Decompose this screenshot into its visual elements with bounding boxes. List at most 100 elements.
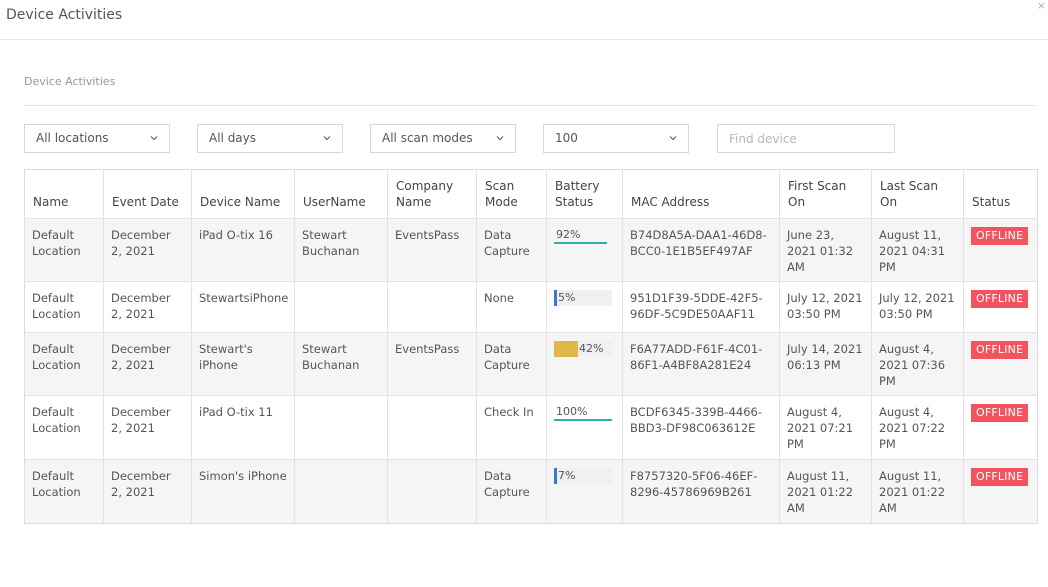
cell-device-name: iPad O-tix 11	[191, 395, 295, 460]
column-header-battery-status[interactable]: Battery Status	[546, 169, 623, 219]
table-header-row: Name Event Date Device Name UserName Com…	[24, 169, 1038, 219]
cell-company-name: EventsPass	[387, 332, 477, 396]
close-icon[interactable]: ×	[1036, 0, 1046, 12]
cell-device-name: Simon's iPhone	[191, 459, 295, 524]
column-header-first-scan-on[interactable]: First Scan On	[779, 169, 872, 219]
cell-last-scan-on: August 11, 2021 04:31 PM	[871, 218, 964, 282]
cell-battery-status: 7%	[546, 459, 623, 524]
cell-name: Default Location	[24, 395, 104, 460]
battery-bar: 100%	[554, 404, 612, 421]
battery-bar: 42%	[554, 341, 612, 357]
page-size-value: 100	[555, 131, 578, 145]
column-header-scan-mode[interactable]: Scan Mode	[476, 169, 547, 219]
cell-company-name: EventsPass	[387, 218, 477, 282]
chevron-down-icon	[669, 136, 677, 141]
device-activities-table: Name Event Date Device Name UserName Com…	[24, 169, 1038, 524]
cell-battery-status: 42%	[546, 332, 623, 396]
table-row[interactable]: Default Location December 2, 2021 Simon's …	[24, 459, 1038, 524]
cell-status: OFFLINE	[963, 281, 1038, 333]
battery-percent: 5%	[558, 291, 576, 304]
table-row[interactable]: Default Location December 2, 2021 iPad O-t…	[24, 218, 1038, 282]
cell-username	[294, 459, 388, 524]
column-header-status[interactable]: Status	[963, 169, 1038, 219]
find-device-input[interactable]	[717, 124, 895, 153]
cell-mac-address: B74D8A5A-DAA1-46D8-BCC0-1E1B5EF497AF	[622, 218, 780, 282]
column-header-company-name[interactable]: Company Name	[387, 169, 477, 219]
days-filter[interactable]: All days	[197, 124, 343, 153]
window-title: Device Activities	[6, 7, 123, 23]
battery-percent: 42%	[579, 342, 604, 355]
battery-percent: 7%	[558, 469, 576, 482]
chevron-down-icon	[496, 136, 504, 141]
cell-company-name	[387, 281, 477, 333]
cell-username	[294, 281, 388, 333]
cell-battery-status: 100%	[546, 395, 623, 460]
battery-bar-fill	[554, 468, 557, 484]
column-header-last-scan-on[interactable]: Last Scan On	[871, 169, 964, 219]
cell-device-name: StewartsiPhone	[191, 281, 295, 333]
column-header-username[interactable]: UserName	[294, 169, 388, 219]
cell-username: Stewart Buchanan	[294, 218, 388, 282]
cell-username: Stewart Buchanan	[294, 332, 388, 396]
section-divider	[24, 105, 1036, 106]
battery-bar-fill	[554, 242, 607, 244]
page-size-select[interactable]: 100	[543, 124, 689, 153]
cell-name: Default Location	[24, 332, 104, 396]
battery-percent: 92%	[556, 228, 581, 241]
cell-status: OFFLINE	[963, 395, 1038, 460]
cell-last-scan-on: July 12, 2021 03:50 PM	[871, 281, 964, 333]
cell-event-date: December 2, 2021	[103, 395, 192, 460]
cell-scan-mode: Check In	[476, 395, 547, 460]
table-row[interactable]: Default Location December 2, 2021 Stewart'…	[24, 332, 1038, 396]
status-badge: OFFLINE	[971, 341, 1029, 359]
cell-event-date: December 2, 2021	[103, 332, 192, 396]
cell-scan-mode: None	[476, 281, 547, 333]
cell-username	[294, 395, 388, 460]
days-filter-value: All days	[209, 131, 257, 145]
cell-event-date: December 2, 2021	[103, 459, 192, 524]
cell-mac-address: 951D1F39-5DDE-42F5-96DF-5C9DE50AAF11	[622, 281, 780, 333]
cell-name: Default Location	[24, 459, 104, 524]
cell-last-scan-on: August 4, 2021 07:36 PM	[871, 332, 964, 396]
column-header-mac-address[interactable]: MAC Address	[622, 169, 780, 219]
battery-bar-fill	[554, 290, 557, 306]
scan-mode-filter[interactable]: All scan modes	[370, 124, 516, 153]
status-badge: OFFLINE	[971, 290, 1029, 308]
cell-name: Default Location	[24, 281, 104, 333]
cell-mac-address: F6A77ADD-F61F-4C01-86F1-A4BF8A281E24	[622, 332, 780, 396]
cell-last-scan-on: August 4, 2021 07:22 PM	[871, 395, 964, 460]
cell-last-scan-on: August 11, 2021 01:22 AM	[871, 459, 964, 524]
cell-scan-mode: Data Capture	[476, 332, 547, 396]
cell-mac-address: BCDF6345-339B-4466-BBD3-DF98C063612E	[622, 395, 780, 460]
cell-event-date: December 2, 2021	[103, 281, 192, 333]
cell-event-date: December 2, 2021	[103, 218, 192, 282]
status-badge: OFFLINE	[971, 227, 1029, 245]
location-filter-value: All locations	[36, 131, 109, 145]
cell-first-scan-on: August 11, 2021 01:22 AM	[779, 459, 872, 524]
battery-bar: 5%	[554, 290, 612, 306]
cell-name: Default Location	[24, 218, 104, 282]
cell-scan-mode: Data Capture	[476, 218, 547, 282]
location-filter[interactable]: All locations	[24, 124, 170, 153]
table-row[interactable]: Default Location December 2, 2021 iPad O-t…	[24, 395, 1038, 460]
cell-device-name: iPad O-tix 16	[191, 218, 295, 282]
table-row[interactable]: Default Location December 2, 2021 Stewarts…	[24, 281, 1038, 333]
column-header-name[interactable]: Name	[24, 169, 104, 219]
cell-mac-address: F8757320-5F06-46EF-8296-45786969B261	[622, 459, 780, 524]
status-badge: OFFLINE	[971, 468, 1029, 486]
chevron-down-icon	[323, 136, 331, 141]
cell-first-scan-on: August 4, 2021 07:21 PM	[779, 395, 872, 460]
cell-company-name	[387, 459, 477, 524]
cell-first-scan-on: July 14, 2021 06:13 PM	[779, 332, 872, 396]
column-header-event-date[interactable]: Event Date	[103, 169, 192, 219]
battery-bar: 7%	[554, 468, 612, 484]
window-header: Device Activities ×	[0, 0, 1048, 40]
cell-device-name: Stewart's iPhone	[191, 332, 295, 396]
cell-battery-status: 92%	[546, 218, 623, 282]
cell-status: OFFLINE	[963, 332, 1038, 396]
column-header-device-name[interactable]: Device Name	[191, 169, 295, 219]
section-title: Device Activities	[24, 75, 116, 88]
battery-bar: 92%	[554, 227, 612, 244]
battery-bar-fill	[554, 419, 612, 421]
status-badge: OFFLINE	[971, 404, 1029, 422]
